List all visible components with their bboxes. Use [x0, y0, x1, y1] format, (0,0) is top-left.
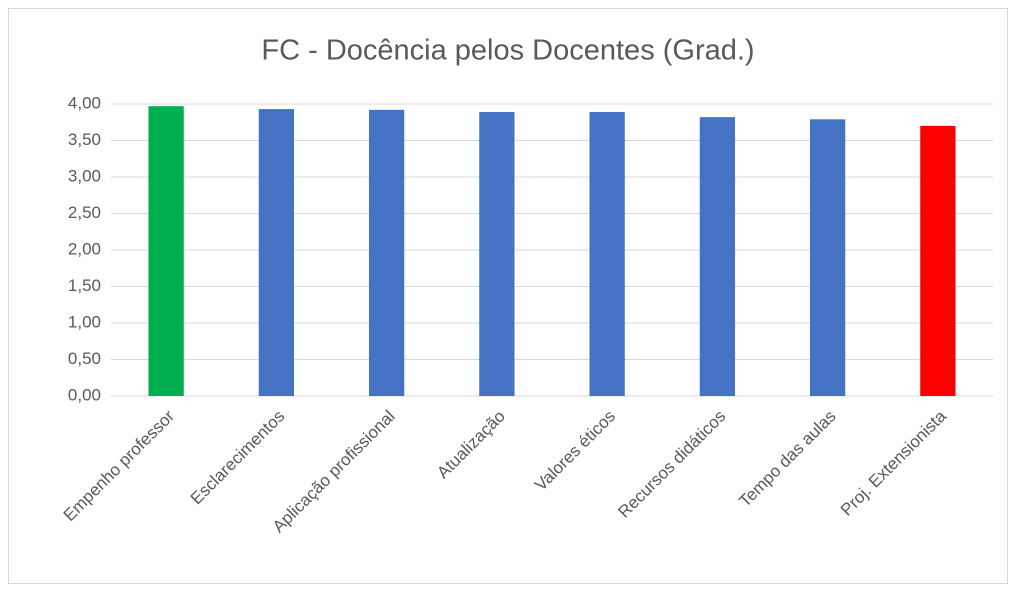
y-tick-label: 3,50	[68, 130, 101, 149]
bar	[809, 119, 846, 396]
y-tick-label: 2,00	[68, 239, 101, 258]
y-tick-label: 0,00	[68, 385, 101, 404]
y-tick-label: 2,50	[68, 203, 101, 222]
y-tick-label: 0,50	[68, 349, 101, 368]
chart-title: FC - Docência pelos Docentes (Grad.)	[261, 35, 754, 67]
y-tick-label: 1,50	[68, 276, 101, 295]
y-tick-label: 4,00	[68, 93, 101, 112]
bar	[920, 125, 956, 397]
bar	[589, 112, 625, 396]
y-tick-label: 3,00	[68, 166, 101, 185]
bar	[699, 117, 736, 396]
bar	[479, 112, 515, 396]
bar	[148, 106, 184, 396]
y-tick-label: 1,00	[68, 312, 101, 331]
bar	[368, 109, 405, 396]
bar	[258, 109, 295, 397]
